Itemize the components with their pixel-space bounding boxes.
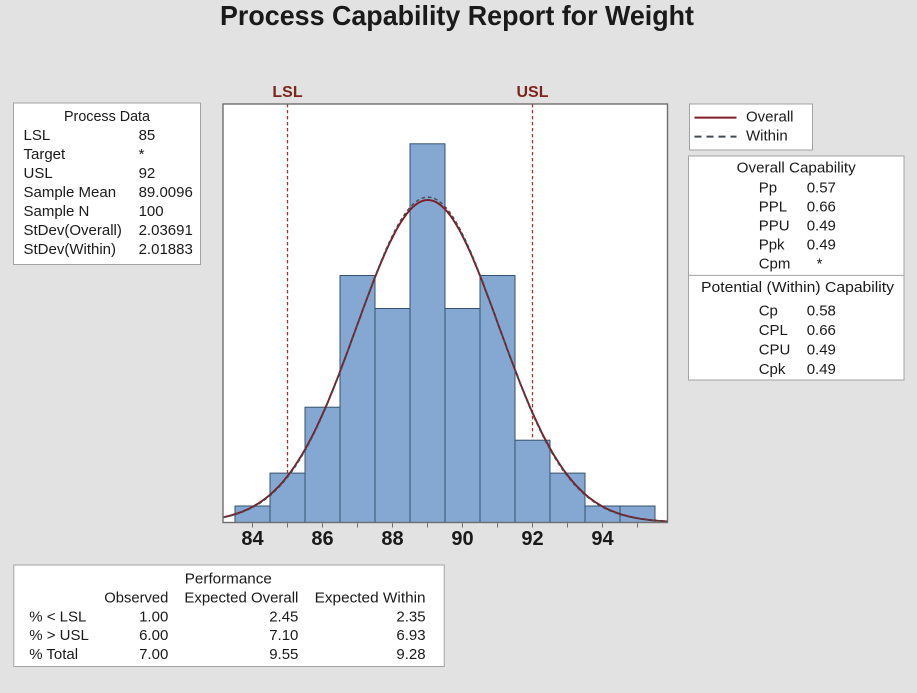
svg-text:% < LSL: % < LSL	[29, 608, 86, 625]
svg-text:92: 92	[521, 528, 543, 550]
svg-text:Expected Overall: Expected Overall	[184, 590, 298, 607]
svg-text:2.35: 2.35	[396, 608, 425, 625]
svg-text:Observed: Observed	[104, 590, 168, 607]
svg-text:Performance: Performance	[185, 571, 272, 588]
svg-text:9.55: 9.55	[269, 646, 298, 663]
svg-text:6.00: 6.00	[139, 627, 168, 644]
svg-text:100: 100	[139, 203, 164, 220]
svg-text:PPU: PPU	[759, 218, 790, 235]
svg-text:0.49: 0.49	[807, 361, 836, 378]
svg-text:Process Capability Report for: Process Capability Report for Weight	[220, 0, 694, 31]
svg-text:0.49: 0.49	[807, 218, 836, 235]
svg-text:USL: USL	[24, 165, 53, 182]
svg-text:2.01883: 2.01883	[139, 241, 193, 258]
svg-text:Expected Within: Expected Within	[315, 590, 426, 607]
svg-text:Target: Target	[24, 146, 67, 163]
svg-text:1.00: 1.00	[139, 608, 168, 625]
svg-text:86: 86	[311, 528, 333, 550]
svg-text:84: 84	[241, 528, 264, 550]
svg-text:LSL: LSL	[24, 127, 51, 144]
svg-text:*: *	[139, 146, 145, 163]
svg-text:Process Data: Process Data	[64, 108, 151, 125]
svg-text:0.49: 0.49	[807, 237, 836, 254]
svg-text:88: 88	[381, 528, 403, 550]
svg-text:0.58: 0.58	[807, 303, 836, 320]
svg-text:Overall: Overall	[746, 109, 794, 126]
svg-text:LSL: LSL	[272, 84, 302, 101]
svg-text:*: *	[817, 256, 823, 273]
svg-text:0.49: 0.49	[807, 342, 836, 359]
svg-text:StDev(Within): StDev(Within)	[24, 241, 117, 258]
svg-text:7.00: 7.00	[139, 646, 168, 663]
svg-text:Cpm: Cpm	[759, 256, 791, 273]
svg-text:9.28: 9.28	[396, 646, 425, 663]
svg-text:90: 90	[451, 528, 473, 550]
svg-text:0.57: 0.57	[807, 180, 836, 197]
svg-text:Cpk: Cpk	[759, 361, 786, 378]
svg-text:PPL: PPL	[759, 199, 787, 216]
svg-text:Overall Capability: Overall Capability	[737, 160, 857, 177]
svg-text:7.10: 7.10	[269, 627, 298, 644]
svg-text:2.03691: 2.03691	[139, 222, 193, 239]
svg-text:Cp: Cp	[759, 303, 778, 320]
svg-text:Sample Mean: Sample Mean	[24, 184, 117, 201]
svg-text:94: 94	[591, 528, 614, 550]
svg-text:CPL: CPL	[759, 322, 788, 339]
svg-text:CPU: CPU	[759, 342, 791, 359]
svg-text:Potential (Within) Capability: Potential (Within) Capability	[701, 279, 895, 296]
svg-text:Pp: Pp	[759, 180, 777, 197]
svg-text:StDev(Overall): StDev(Overall)	[24, 222, 122, 239]
svg-text:92: 92	[139, 165, 156, 182]
svg-text:Ppk: Ppk	[759, 237, 785, 254]
svg-text:2.45: 2.45	[269, 608, 298, 625]
svg-text:% Total: % Total	[29, 646, 78, 663]
svg-text:Sample N: Sample N	[24, 203, 90, 220]
svg-text:0.66: 0.66	[807, 322, 836, 339]
svg-text:0.66: 0.66	[807, 199, 836, 216]
svg-text:6.93: 6.93	[396, 627, 425, 644]
svg-text:85: 85	[139, 127, 156, 144]
svg-text:Within: Within	[746, 128, 788, 145]
svg-text:USL: USL	[517, 84, 549, 101]
svg-text:% > USL: % > USL	[29, 627, 89, 644]
svg-text:89.0096: 89.0096	[139, 184, 193, 201]
